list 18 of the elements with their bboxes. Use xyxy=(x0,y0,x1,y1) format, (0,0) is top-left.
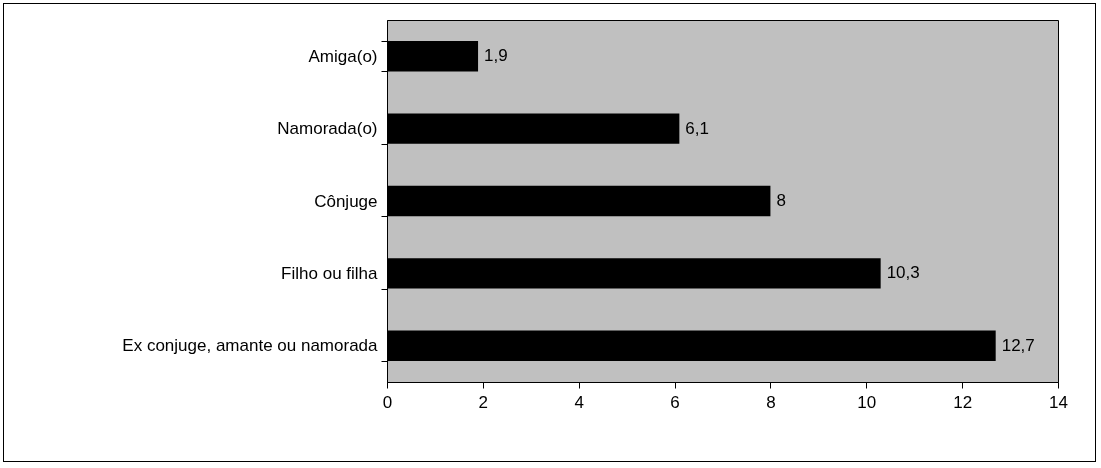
y-tick-label: Namorada(o) xyxy=(277,119,378,139)
x-tick-label: 8 xyxy=(766,392,776,412)
x-tick-label: 0 xyxy=(382,392,393,412)
x-tick-label: 12 xyxy=(953,392,973,412)
data-label: 10,3 xyxy=(886,263,920,283)
x-tick-label: 10 xyxy=(857,392,877,412)
data-label: 1,9 xyxy=(484,46,508,66)
y-tick-label: Filho ou filha xyxy=(281,263,379,283)
data-label: 12,7 xyxy=(1001,335,1035,355)
y-tick-label: Cônjuge xyxy=(314,191,378,211)
x-tick-label: 2 xyxy=(478,392,489,412)
x-tick-label: 14 xyxy=(1049,392,1068,412)
data-label: 8 xyxy=(776,191,786,210)
x-tick-label: 6 xyxy=(670,392,680,412)
data-label: 6,1 xyxy=(685,118,709,138)
y-tick-label: Amiga(o) xyxy=(308,46,378,66)
x-tick-label: 4 xyxy=(574,392,584,412)
y-tick-label: Ex conjuge, amante ou namorada xyxy=(122,336,379,356)
